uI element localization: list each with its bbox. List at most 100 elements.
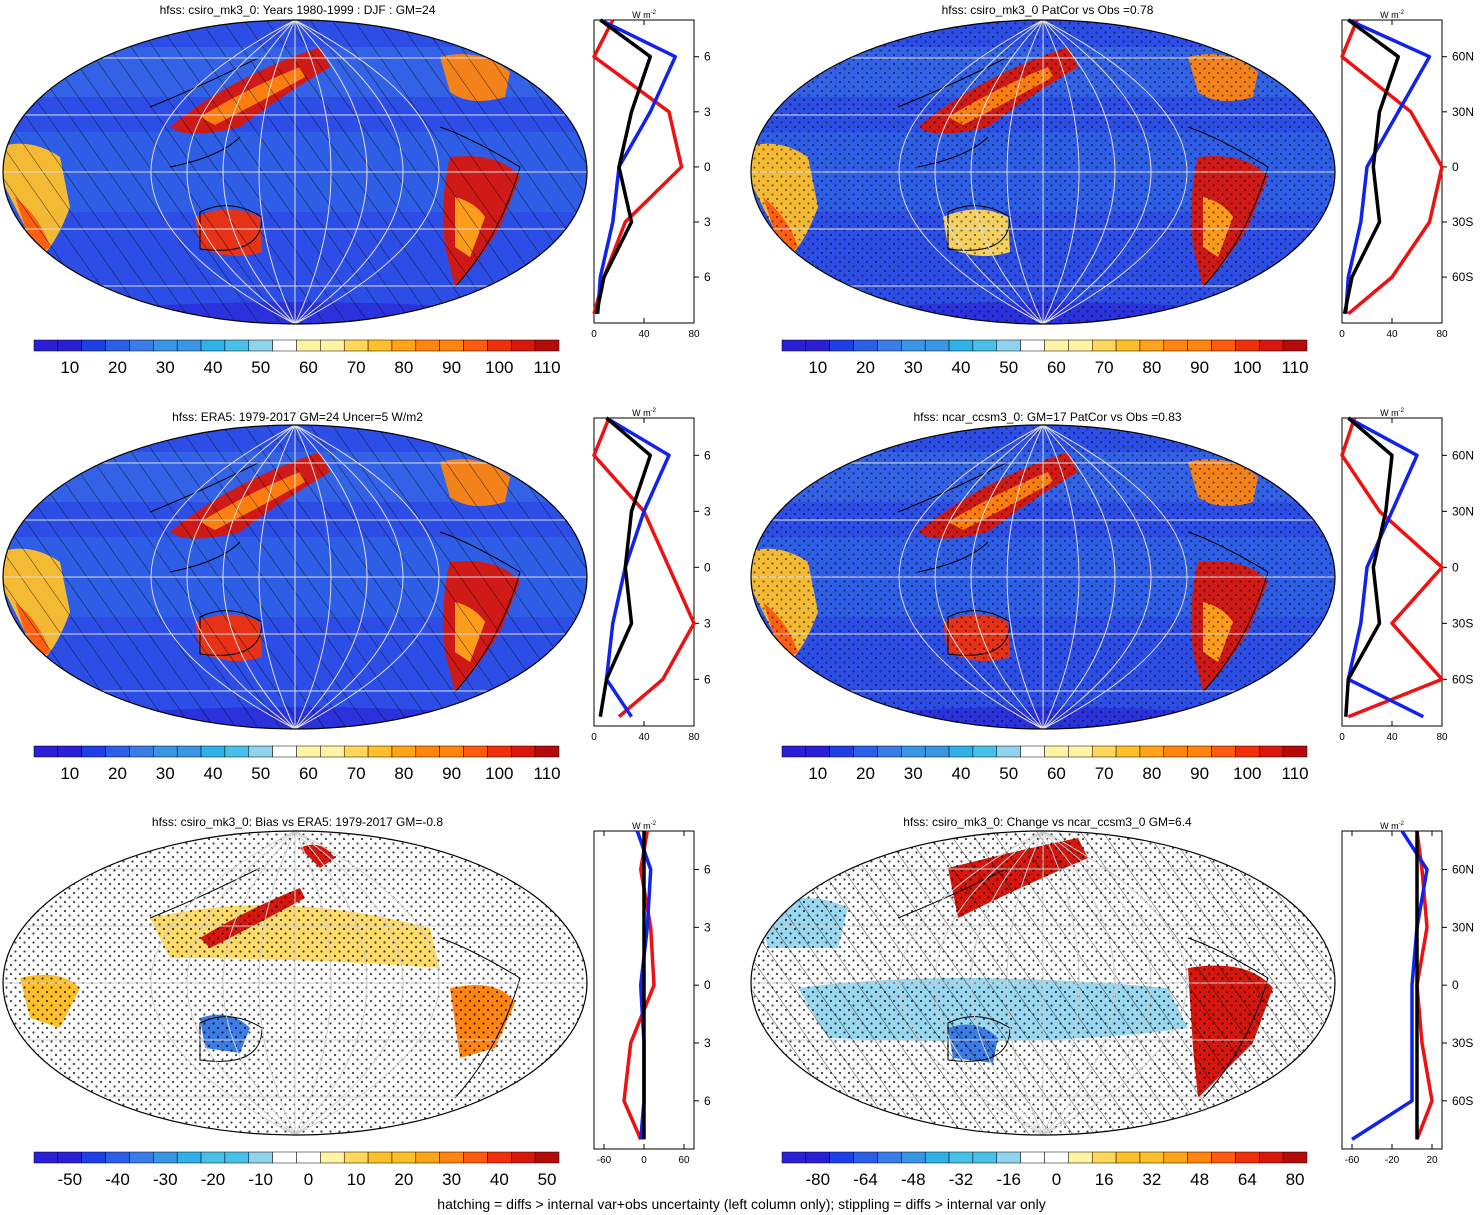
profile-x-tick-label: 80 (688, 329, 700, 340)
colorbar-tick-label: 16 (1095, 1170, 1114, 1189)
colorbar-swatch (487, 1151, 512, 1164)
colorbar-tick-label: 50 (999, 358, 1018, 377)
profile-series-black (594, 18, 653, 315)
colorbar-tick-label: 50 (538, 1170, 557, 1189)
colorbar-swatch (463, 339, 488, 352)
colorbar-6: -80 -64 -48 -32 -16 0 16 32 48 64 80 (781, 1151, 1308, 1189)
map-panel-1 (2, 19, 588, 325)
colorbar-swatch (296, 745, 321, 758)
colorbar-swatch (511, 745, 536, 758)
colorbar-tick-label: 30 (904, 764, 923, 783)
profile-lat-label: 30S (1452, 1036, 1473, 1050)
zonal-profile-2: W m-2 60N 30N 0 30S 60S 0 40 80 (1339, 10, 1474, 340)
zonal-profile-5: W m-2 60N 30N 0 30S 60S -60 0 60 (593, 821, 710, 1166)
colorbar-swatch (948, 745, 974, 758)
profile-x-tick-label: -20 (1385, 1155, 1400, 1166)
profile-lat-label: 0 (1452, 560, 1459, 574)
colorbar-swatch (924, 745, 950, 758)
colorbar-tick-label: 70 (347, 764, 366, 783)
colorbar-tick-label: 40 (952, 764, 971, 783)
profile-lat-label: 30N (1452, 105, 1474, 119)
colorbar-tick-label: -80 (806, 1170, 831, 1189)
colorbar-swatch (781, 1151, 807, 1164)
colorbar-1: 10 20 30 40 50 60 70 80 90 100 110 (33, 339, 561, 377)
colorbar-swatch (487, 745, 512, 758)
map-panel-2 (750, 19, 1336, 325)
profile-frame (593, 417, 695, 727)
zonal-profile-3: W m-2 60N 30N 0 30S 60S 0 40 80 (591, 408, 710, 743)
colorbar-tick-label: -64 (853, 1170, 878, 1189)
profile-lat-label: 0 (1452, 978, 1459, 992)
panel-title-4: hfss: ncar_ccsm3_0: GM=17 PatCor vs Obs … (913, 410, 1182, 424)
profile-x-tick-label: 60 (678, 1155, 690, 1166)
profile-series-black (598, 416, 653, 717)
profile-x-tick-label: -60 (1345, 1155, 1360, 1166)
colorbar-swatch (1211, 745, 1236, 758)
map-border (2, 830, 588, 1136)
colorbar-swatch (1235, 1151, 1260, 1164)
profile-x-tick-label: 0 (1339, 732, 1345, 743)
colorbar-tick-label: 32 (1142, 1170, 1161, 1189)
colorbar-3: 10 20 30 40 50 60 70 80 90 100 110 (33, 745, 561, 783)
colorbar-tick-label: 30 (442, 1170, 461, 1189)
colorbar-swatch (534, 1151, 560, 1164)
colorbar-swatch (1187, 339, 1212, 352)
colorbar-tick-label: 100 (485, 764, 513, 783)
colorbar-swatch (1044, 339, 1069, 352)
profile-lat-label: 30S (704, 616, 710, 630)
colorbar-swatch (1163, 745, 1188, 758)
colorbar-swatch (877, 339, 902, 352)
colorbar-swatch (272, 339, 297, 352)
colorbar-tick-label: 10 (808, 358, 827, 377)
profile-lat-label: 60N (1452, 863, 1474, 877)
graticule (3, 425, 587, 729)
profile-unit-label: W m-2 (632, 408, 656, 418)
profile-unit-label: W m-2 (1380, 408, 1404, 418)
colorbar-swatch (200, 339, 226, 352)
colorbar-swatch (367, 339, 393, 352)
profile-x-tick-label: 0 (641, 1155, 647, 1166)
colorbar-tick-label: 30 (904, 358, 923, 377)
colorbar-swatch (1282, 339, 1308, 352)
colorbar-swatch (853, 1151, 878, 1164)
colorbar-swatch (1282, 1151, 1308, 1164)
profile-lat-label: 60S (1452, 270, 1473, 284)
colorbar-swatch (367, 1151, 393, 1164)
colorbar-swatch (805, 339, 830, 352)
map-border (2, 424, 588, 730)
colorbar-tick-label: 50 (999, 764, 1018, 783)
colorbar-swatch (1044, 1151, 1069, 1164)
colorbar-swatch (81, 339, 106, 352)
colorbar-2: 10 20 30 40 50 60 70 80 90 100 110 (781, 339, 1309, 377)
profile-series-blue (1346, 416, 1425, 719)
colorbar-swatch (463, 1151, 488, 1164)
colorbar-4: 10 20 30 40 50 60 70 80 90 100 110 (781, 745, 1309, 783)
profile-lat-label: 60S (704, 1094, 710, 1108)
colorbar-swatch (248, 745, 273, 758)
zonal-profile-4: W m-2 60N 30N 0 30S 60S 0 40 80 (1339, 408, 1474, 743)
colorbar-swatch (415, 339, 440, 352)
profile-lat-label: 30N (704, 504, 710, 518)
profile-x-tick-label: 0 (591, 329, 597, 340)
colorbar-tick-label: 60 (1047, 358, 1066, 377)
colorbar-swatch (853, 339, 878, 352)
colorbar-swatch (1139, 339, 1165, 352)
colorbar-swatch (829, 1151, 854, 1164)
colorbar-swatch (129, 339, 154, 352)
colorbar-tick-label: 80 (394, 358, 413, 377)
colorbar-swatch (1163, 1151, 1188, 1164)
colorbar-tick-label: 10 (347, 1170, 366, 1189)
profile-lat-label: 60S (704, 270, 710, 284)
colorbar-swatch (272, 1151, 297, 1164)
colorbar-swatch (877, 745, 902, 758)
colorbar-swatch (57, 339, 82, 352)
colorbar-tick-label: 110 (534, 358, 561, 377)
map-panel-6 (750, 830, 1336, 1136)
colorbar-swatch (415, 1151, 440, 1164)
colorbar-swatch (781, 745, 807, 758)
colorbar-tick-label: 30 (156, 764, 175, 783)
profile-lat-label: 60S (704, 672, 710, 686)
colorbar-swatch (901, 1151, 926, 1164)
panel-title-5: hfss: csiro_mk3_0: Bias vs ERA5: 1979-20… (151, 815, 444, 829)
colorbar-tick-label: 60 (1047, 764, 1066, 783)
